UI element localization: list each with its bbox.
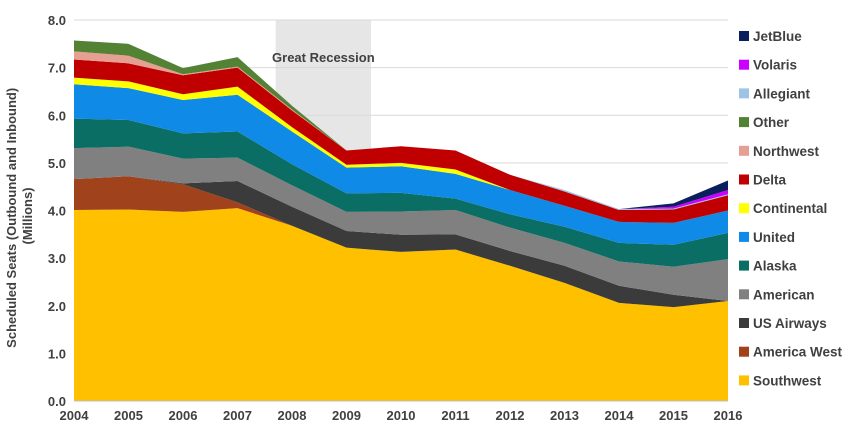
area-layer <box>74 40 728 401</box>
legend-swatch-continental <box>739 203 749 214</box>
legend-swatch-alaska <box>739 260 749 271</box>
x-tick-label: 2007 <box>223 408 252 423</box>
y-tick-label: 4.0 <box>48 204 66 219</box>
y-tick-label: 1.0 <box>48 346 66 361</box>
legend-swatch-other <box>739 117 749 128</box>
y-axis-label-line-1: Scheduled Seats (Outbound and Inbound) <box>4 88 19 348</box>
area-american <box>74 146 728 301</box>
legend-swatch-allegiant <box>739 88 749 99</box>
legend-label-delta: Delta <box>753 173 787 188</box>
x-tick-label: 2011 <box>441 408 469 423</box>
legend: JetBlue Volaris Allegiant Other Northwest Del… <box>739 29 843 388</box>
legend-swatch-southwest <box>739 375 749 386</box>
legend-label-united: United <box>753 230 795 245</box>
x-tick-label: 2010 <box>387 408 416 423</box>
x-tick-label: 2014 <box>605 408 635 423</box>
x-tick-label: 2009 <box>332 408 361 423</box>
legend-swatch-delta <box>739 174 749 185</box>
y-tick-label: 3.0 <box>48 251 66 266</box>
area-other <box>74 40 728 211</box>
legend-label-northwest: Northwest <box>753 144 820 159</box>
legend-swatch-northwest <box>739 145 749 156</box>
legend-label-jetblue: JetBlue <box>753 29 802 44</box>
y-tick-label: 5.0 <box>48 156 66 171</box>
legend-label-allegiant: Allegiant <box>753 86 811 101</box>
area-america-west <box>74 176 728 308</box>
y-axis-label: Scheduled Seats (Outbound and Inbound) (… <box>4 84 35 348</box>
legend-label-us-airways: US Airways <box>753 316 827 331</box>
legend-swatch-us-airways <box>739 318 749 328</box>
x-tick-label: 2006 <box>169 408 198 423</box>
area-delta <box>74 59 728 223</box>
x-tick-label: 2005 <box>114 408 143 423</box>
area-united <box>74 84 728 245</box>
legend-label-southwest: Southwest <box>753 373 822 388</box>
legend-swatch-american <box>739 289 749 300</box>
y-tick-label: 7.0 <box>48 61 66 76</box>
x-tick-label: 2012 <box>496 408 525 423</box>
x-tick-label: 2015 <box>659 408 688 423</box>
legend-label-alaska: Alaska <box>753 259 797 274</box>
x-tick-label: 2004 <box>60 408 90 423</box>
legend-label-america-west: America West <box>753 345 843 360</box>
axis-layer: 0.0 1.0 2.0 3.0 4.0 5.0 6.0 7.0 8.0 2004 2005 2006 2… <box>48 13 743 423</box>
legend-swatch-america-west <box>739 346 749 357</box>
y-axis-label-line-2: (Millions) <box>20 187 35 244</box>
legend-swatch-volaris <box>739 59 749 70</box>
legend-label-volaris: Volaris <box>753 58 797 73</box>
y-tick-label: 8.0 <box>48 13 66 28</box>
x-tick-label: 2013 <box>550 408 579 423</box>
y-tick-label: 0.0 <box>48 394 66 409</box>
legend-label-american: American <box>753 287 815 302</box>
legend-label-continental: Continental <box>753 201 827 216</box>
x-tick-label: 2016 <box>714 408 743 423</box>
area-alaska <box>74 118 728 267</box>
recession-annotation: Great Recession <box>272 50 375 65</box>
x-tick-label: 2008 <box>278 408 307 423</box>
y-tick-label: 2.0 <box>48 299 66 314</box>
area-southwest <box>74 208 728 401</box>
area-us-airways <box>74 176 728 308</box>
y-tick-label: 6.0 <box>48 108 66 123</box>
legend-swatch-united <box>739 231 749 242</box>
legend-label-other: Other <box>753 115 790 130</box>
legend-swatch-jetblue <box>739 31 749 41</box>
